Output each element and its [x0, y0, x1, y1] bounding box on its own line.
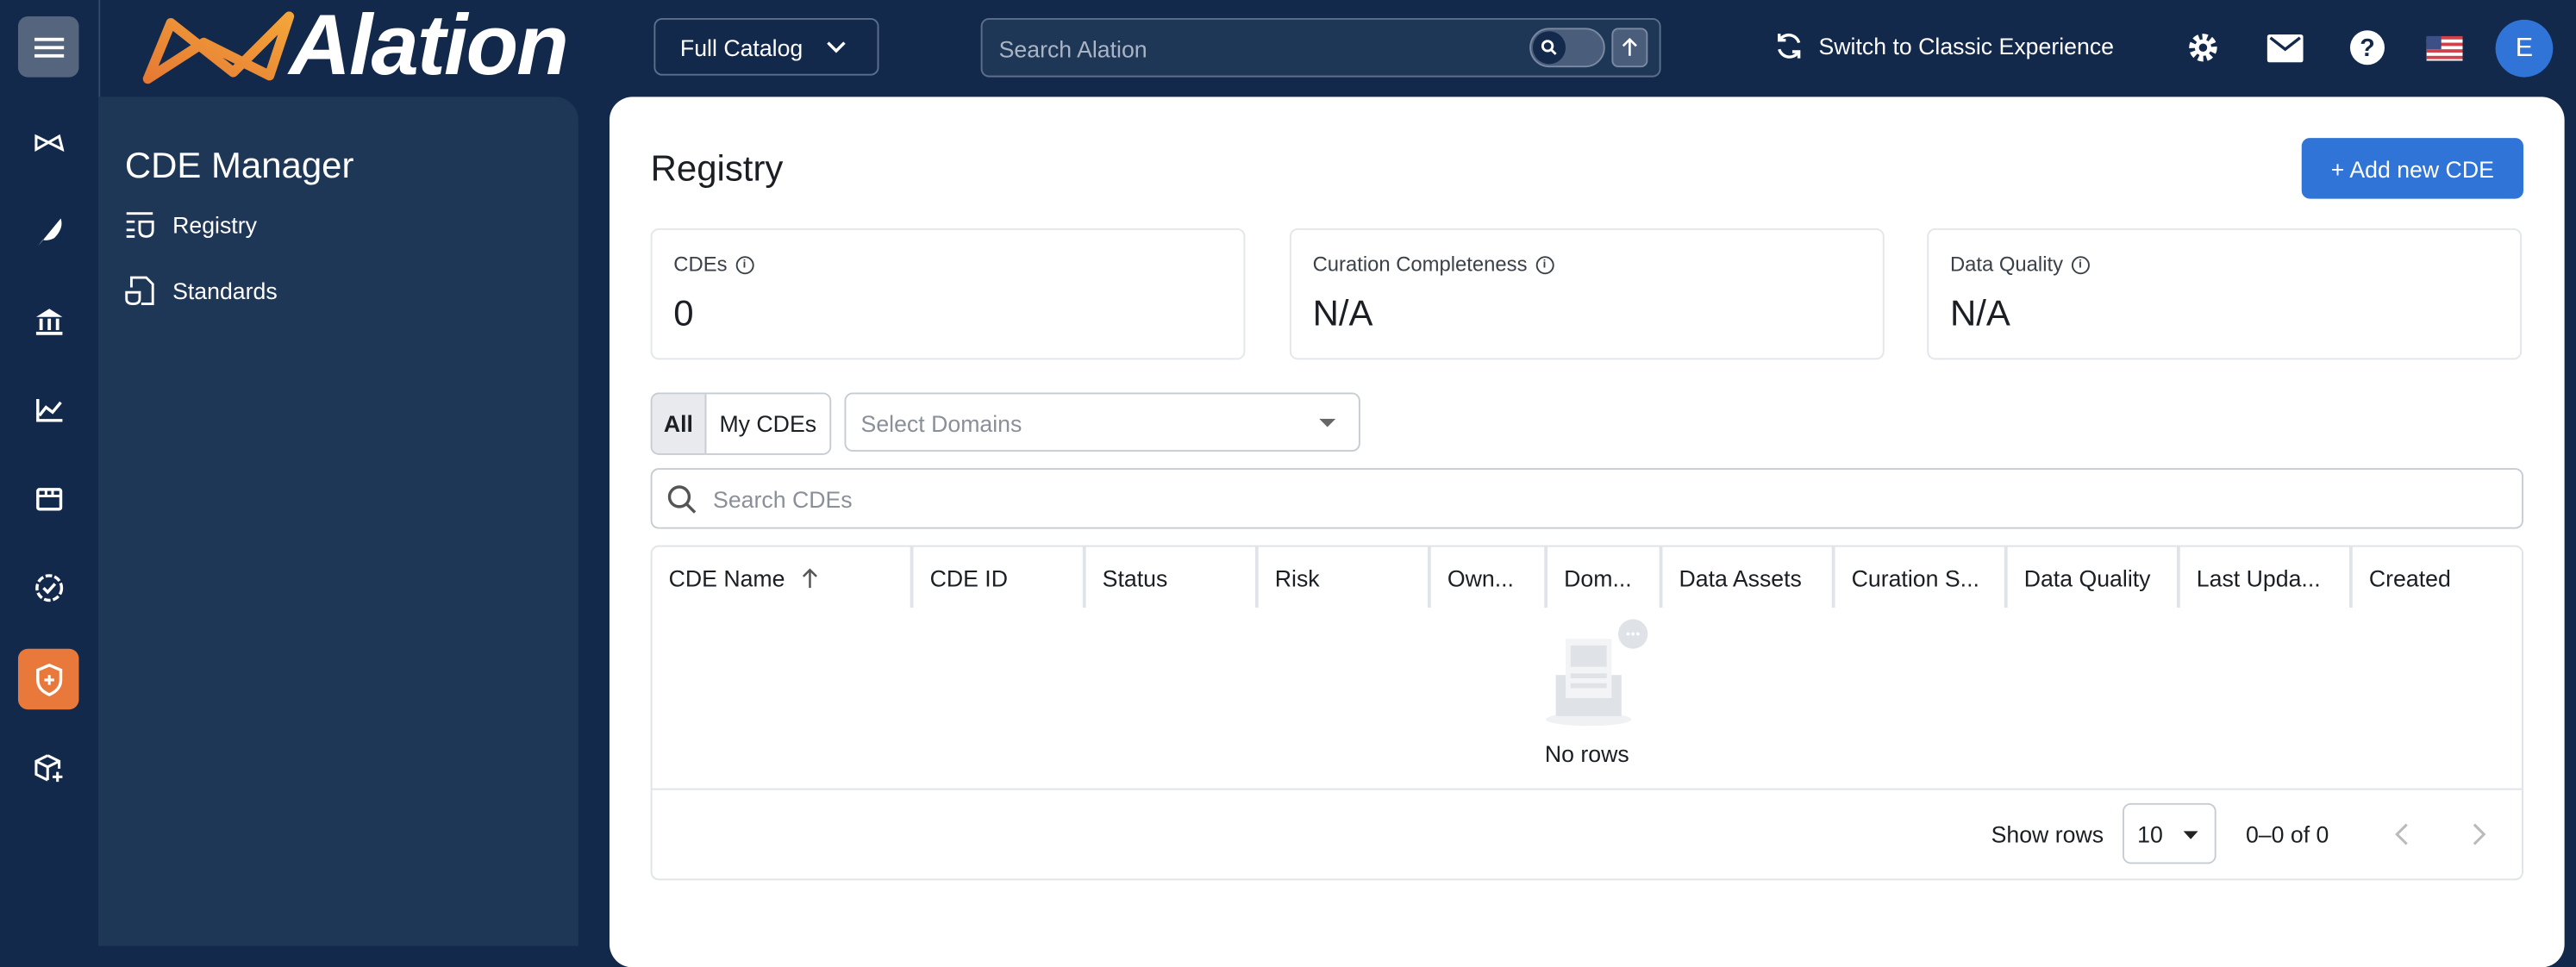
- arrow-up-icon: [1622, 37, 1637, 56]
- filter-all[interactable]: All: [652, 394, 707, 453]
- add-cde-button[interactable]: + Add new CDE: [2301, 138, 2524, 199]
- column-header-created[interactable]: Created: [2349, 546, 2522, 608]
- store-icon: [35, 487, 62, 510]
- rail-data-products[interactable]: [18, 738, 79, 799]
- search-icon: [667, 485, 697, 514]
- cde-filter-toggle: All My CDEs: [650, 392, 832, 455]
- cde-table: CDE Name CDE ID Status Risk Own... Dom..…: [650, 545, 2524, 881]
- help-icon: ?: [2349, 30, 2385, 66]
- cde-sidebar: CDE Manager Registry Standards: [98, 97, 578, 946]
- column-header-status[interactable]: Status: [1082, 546, 1255, 608]
- chevron-left-icon[interactable]: [2395, 823, 2408, 846]
- refresh-icon: [1778, 33, 1801, 59]
- stat-card-curation: Curation Completeness i N/A: [1289, 228, 1885, 360]
- switch-classic-button[interactable]: Switch to Classic Experience: [1774, 31, 2114, 60]
- info-icon[interactable]: i: [2071, 255, 2090, 274]
- chevron-right-icon[interactable]: [2473, 823, 2486, 846]
- search-icon: [1541, 40, 1557, 55]
- settings-button[interactable]: [2184, 28, 2223, 67]
- bank-icon: [34, 308, 62, 334]
- rail-compose[interactable]: [18, 200, 79, 261]
- badge-check-icon: [34, 573, 63, 602]
- empty-inbox-icon: [1546, 619, 1648, 727]
- search-cdes-input[interactable]: Search CDEs: [650, 468, 2524, 529]
- column-header-owners[interactable]: Own...: [1427, 546, 1544, 608]
- rail-analytics[interactable]: [18, 379, 79, 440]
- column-header-curation-status[interactable]: Curation S...: [1831, 546, 2004, 608]
- sidebar-item-standards[interactable]: Standards: [125, 274, 278, 305]
- column-header-risk[interactable]: Risk: [1254, 546, 1428, 608]
- sidebar-title: CDE Manager: [124, 144, 354, 186]
- search-submit-button[interactable]: [1611, 28, 1648, 68]
- column-header-cde-name[interactable]: CDE Name: [653, 547, 910, 608]
- column-header-data-quality[interactable]: Data Quality: [2004, 546, 2177, 608]
- menu-button[interactable]: [17, 16, 79, 78]
- sort-ascending-icon[interactable]: [802, 567, 818, 588]
- help-button[interactable]: ?: [2348, 28, 2387, 67]
- info-icon[interactable]: i: [735, 255, 754, 274]
- column-header-domains[interactable]: Dom...: [1544, 546, 1659, 608]
- registry-icon: [126, 212, 154, 238]
- alation-logo[interactable]: Alation: [138, 0, 569, 97]
- table-footer: Show rows 10 0–0 of 0: [652, 788, 2523, 864]
- column-header-data-assets[interactable]: Data Assets: [1659, 546, 1832, 608]
- user-avatar[interactable]: E: [2495, 19, 2554, 78]
- domains-select[interactable]: Select Domains: [844, 392, 1360, 452]
- global-search-input[interactable]: Search Alation: [980, 17, 1661, 78]
- column-header-cde-id[interactable]: CDE ID: [910, 546, 1083, 608]
- column-header-last-updated[interactable]: Last Upda...: [2176, 546, 2349, 608]
- main-panel: Registry + Add new CDE CDEs i 0 Curation C…: [609, 97, 2565, 967]
- stat-card-quality: Data Quality i N/A: [1927, 228, 2523, 360]
- caret-down-icon: [2183, 831, 2198, 839]
- nav-rail: [0, 0, 101, 946]
- filter-my-cdes[interactable]: My CDEs: [719, 410, 817, 437]
- info-icon[interactable]: i: [1535, 255, 1554, 274]
- sidebar-item-registry[interactable]: Registry: [125, 212, 257, 238]
- feather-icon: [36, 217, 61, 246]
- svg-text:?: ?: [2360, 34, 2374, 62]
- standards-document-icon: [125, 276, 154, 305]
- shield-icon: [35, 662, 62, 696]
- gear-icon: [2189, 34, 2217, 62]
- cube-plus-icon: [34, 753, 62, 782]
- chevron-down-icon: [826, 41, 846, 53]
- catalog-dropdown[interactable]: Full Catalog: [653, 17, 879, 76]
- us-flag-icon: [2426, 34, 2463, 60]
- chart-icon: [35, 398, 62, 421]
- rail-home[interactable]: [18, 112, 79, 173]
- rail-cde-manager[interactable]: [17, 648, 79, 710]
- caret-down-icon: [1319, 418, 1336, 427]
- search-mode-toggle[interactable]: [1529, 28, 1605, 68]
- empty-state-text: No rows: [1544, 740, 1629, 767]
- language-button[interactable]: [2425, 28, 2465, 67]
- rows-per-page-select[interactable]: 10: [2123, 802, 2216, 864]
- stat-card-cdes: CDEs i 0: [650, 228, 1246, 360]
- mail-icon: [2267, 34, 2304, 62]
- rail-governance[interactable]: [18, 557, 79, 618]
- rail-marketplace[interactable]: [18, 468, 79, 529]
- page-title: Registry: [650, 147, 784, 190]
- inbox-button[interactable]: [2266, 28, 2305, 67]
- alation-home-icon: [34, 133, 64, 152]
- pagination-range: 0–0 of 0: [2245, 820, 2329, 848]
- logo-mark-icon: [142, 11, 295, 84]
- rail-catalog[interactable]: [18, 290, 79, 352]
- hamburger-icon: [34, 36, 64, 57]
